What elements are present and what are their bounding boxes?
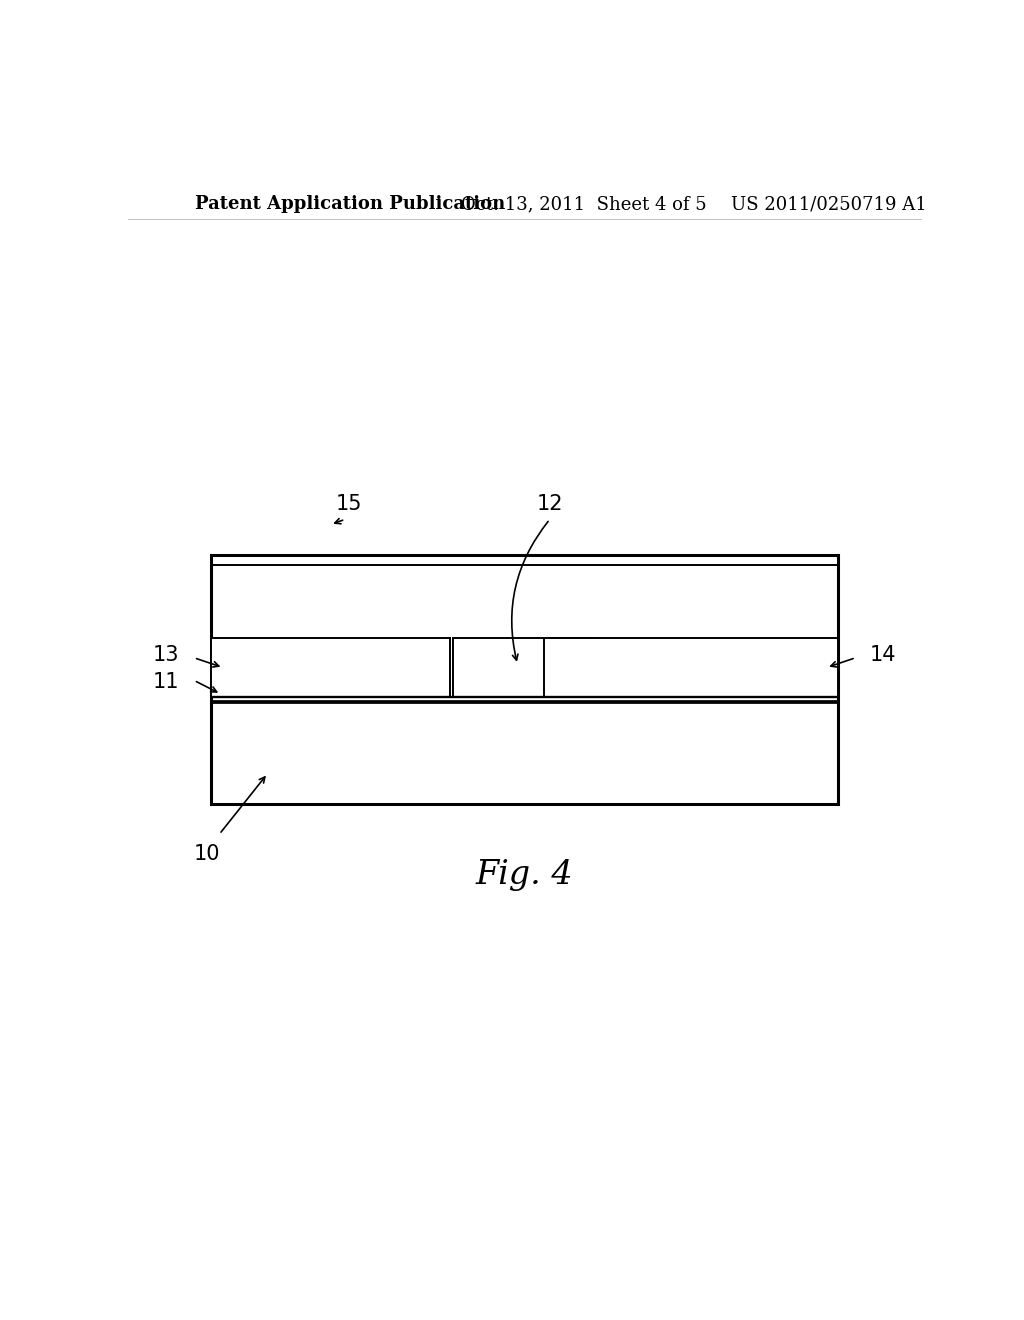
Bar [211, 554, 839, 804]
Text: 12: 12 [537, 494, 563, 515]
Bar [211, 638, 450, 697]
Text: 11: 11 [153, 672, 179, 693]
Text: 10: 10 [195, 845, 220, 865]
Text: 14: 14 [870, 644, 897, 665]
Text: US 2011/0250719 A1: US 2011/0250719 A1 [731, 195, 927, 213]
Text: Patent Application Publication: Patent Application Publication [196, 195, 506, 213]
Text: Oct. 13, 2011  Sheet 4 of 5: Oct. 13, 2011 Sheet 4 of 5 [461, 195, 707, 213]
Bar [453, 638, 597, 697]
Text: Fig. 4: Fig. 4 [476, 859, 573, 891]
Text: 15: 15 [336, 494, 362, 515]
Text: 13: 13 [153, 644, 179, 665]
Bar [544, 638, 839, 697]
